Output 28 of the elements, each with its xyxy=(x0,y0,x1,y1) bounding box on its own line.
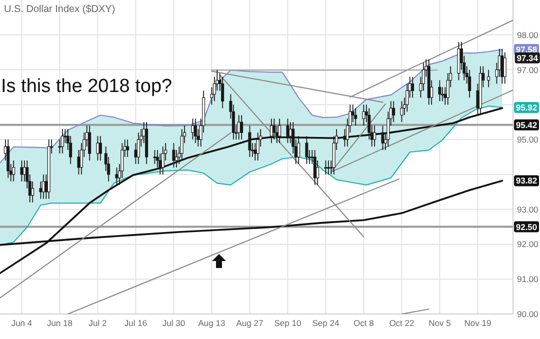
ref-line-label: 92.50 xyxy=(516,222,538,232)
x-tick-label: Nov 5 xyxy=(428,318,452,328)
x-tick-label: Aug 27 xyxy=(236,318,264,328)
y-tick-label: 95.00 xyxy=(517,134,539,145)
data-label: 97.58 xyxy=(516,44,538,55)
x-tick-label: Sep 24 xyxy=(312,318,340,328)
annotation: 97.34 xyxy=(516,52,538,63)
x-tick-label: Oct 8 xyxy=(354,318,374,328)
data-label: 95.92 xyxy=(516,102,538,112)
y-tick-label: 93.00 xyxy=(517,204,539,214)
x-tick-label: Jul 30 xyxy=(162,318,186,328)
x-tick-label: Jul 16 xyxy=(124,318,148,328)
annotation: Is this the 2018 top? xyxy=(1,76,172,97)
y-tick-label: 92.00 xyxy=(517,239,539,250)
x-tick-label: Sep 10 xyxy=(274,318,302,328)
x-tick-label: Oct 22 xyxy=(389,318,415,328)
x-tick-label: Aug 13 xyxy=(198,318,226,328)
ref-line-label: 95.42 xyxy=(516,120,538,130)
x-tick-label: Jul 2 xyxy=(88,318,107,328)
x-tick-label: Nov 19 xyxy=(464,318,492,328)
data-label: 93.82 xyxy=(516,176,538,186)
y-tick-label: 90.00 xyxy=(517,308,539,319)
y-tick-label: 91.00 xyxy=(517,274,539,284)
y-tick-label: 97.00 xyxy=(517,64,539,75)
y-tick-label: 98.00 xyxy=(517,30,539,40)
chart-title: U.S. Dollar Index ($DXY) xyxy=(4,4,116,15)
x-tick-label: Jun 18 xyxy=(46,318,73,328)
x-tick-label: Jun 4 xyxy=(11,318,32,328)
